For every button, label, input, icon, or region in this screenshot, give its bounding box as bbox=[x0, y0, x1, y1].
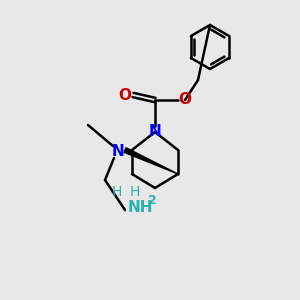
Text: O: O bbox=[118, 88, 131, 103]
Text: NH: NH bbox=[128, 200, 154, 214]
Polygon shape bbox=[124, 148, 178, 174]
Text: H: H bbox=[112, 185, 122, 199]
Text: H: H bbox=[130, 185, 140, 199]
Text: 2: 2 bbox=[148, 194, 157, 207]
Text: N: N bbox=[148, 124, 161, 140]
Text: N: N bbox=[112, 145, 124, 160]
Text: O: O bbox=[178, 92, 191, 107]
